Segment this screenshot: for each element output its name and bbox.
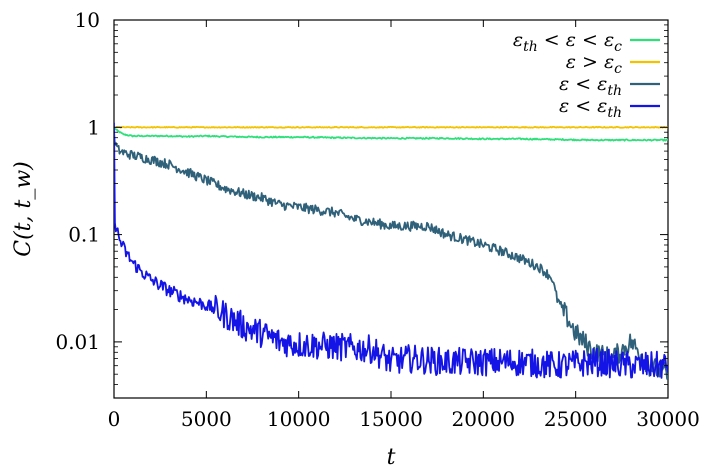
y-tick-label: 0.1	[68, 223, 100, 247]
series-layer	[114, 122, 668, 380]
x-tick-label: 5000	[181, 407, 232, 431]
axes-layer: 0 5000 10000 15000 20000 25000 30000 0.01 0.1 1 10	[55, 8, 699, 431]
y-tick-label: 10	[75, 8, 100, 32]
y-axis-label: C(t, t_w)	[11, 161, 36, 257]
x-tick-label: 15000	[359, 407, 423, 431]
y-tick-label: 0.01	[55, 330, 100, 354]
legend-label-1: εth​ < ε < εc​	[513, 29, 622, 55]
series-line-3	[114, 130, 668, 380]
x-axis-label: t	[387, 445, 396, 470]
y-tick-label: 1	[87, 115, 100, 139]
x-tick-label: 20000	[452, 407, 516, 431]
x-tick-label: 0	[108, 407, 121, 431]
series-line-2	[114, 126, 668, 129]
legend-label-4: ε < εth​	[559, 95, 622, 121]
x-tick-label: 25000	[544, 407, 608, 431]
legend: εth​ < ε < εc​ε > εc​ε < εth​ε < εth​	[513, 29, 660, 121]
x-tick-label: 10000	[267, 407, 331, 431]
legend-label-3: ε < εth​	[559, 73, 622, 99]
x-tick-label: 30000	[636, 407, 700, 431]
series-line-1	[114, 126, 668, 142]
legend-label-2: ε > εc​	[566, 51, 622, 77]
series-line-4	[114, 122, 668, 379]
